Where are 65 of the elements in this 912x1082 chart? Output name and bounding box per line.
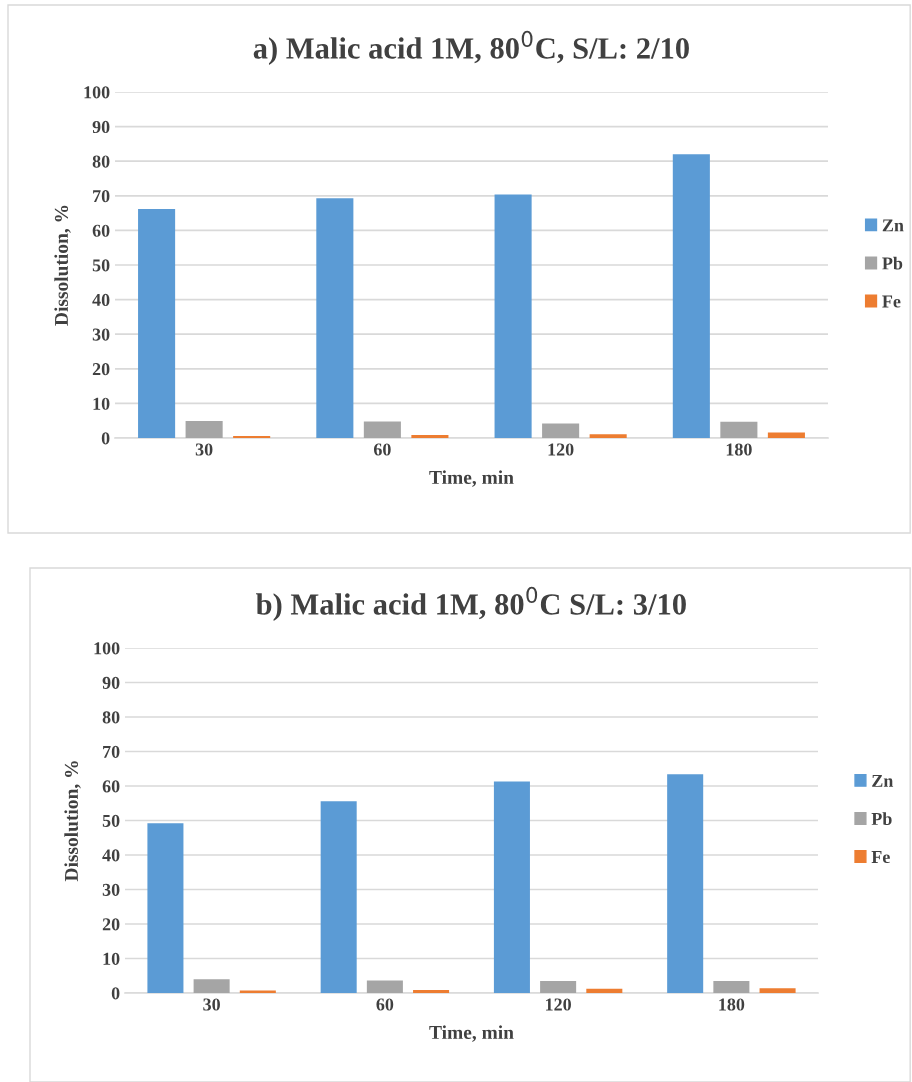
legend-label: Zn	[882, 219, 904, 232]
bar	[672, 154, 710, 438]
bar	[540, 980, 577, 993]
bar	[720, 421, 758, 438]
bar	[138, 208, 176, 438]
chart-title: b) Malic acid 1M, 80$^{0}$C S/L: 3/10	[256, 586, 686, 621]
y-tick-label: 90	[92, 120, 110, 134]
x-tick-label: 120	[546, 998, 571, 1011]
y-tick-label: 60	[92, 224, 110, 237]
x-tick-label: 180	[726, 443, 752, 456]
y-tick-label: 80	[102, 711, 120, 724]
y-tick-label: 30	[92, 328, 110, 341]
y-tick-label: 50	[92, 259, 110, 272]
bar	[493, 781, 530, 993]
bar	[185, 421, 223, 438]
y-tick-label: 50	[102, 814, 120, 827]
bar	[713, 980, 750, 993]
x-tick-label: 180	[719, 998, 745, 1011]
bar	[320, 801, 357, 993]
x-tick-label: 60	[376, 998, 394, 1011]
y-tick-label: 0	[101, 432, 110, 445]
bar	[363, 421, 401, 438]
bar	[494, 194, 532, 438]
x-axis-title: Time, min	[429, 470, 514, 487]
y-tick-label: 90	[102, 676, 120, 689]
y-tick-label: 40	[92, 293, 110, 307]
bar	[589, 434, 627, 438]
x-tick-label: 60	[373, 443, 391, 456]
legend-label: Fe	[871, 851, 890, 864]
y-tick-label: 60	[102, 780, 120, 793]
bar	[767, 432, 805, 438]
bar	[366, 980, 403, 993]
y-axis-title: Dissolution, %	[64, 761, 81, 882]
y-tick-label: 30	[102, 883, 120, 896]
x-tick-label: 120	[548, 443, 574, 456]
bar	[147, 823, 184, 993]
y-tick-label: 10	[103, 952, 120, 965]
y-axis-title: Dissolution, %	[54, 205, 71, 326]
bar	[411, 434, 449, 438]
bar	[586, 988, 623, 993]
bar	[542, 423, 580, 438]
bar	[413, 989, 450, 993]
y-tick-label: 0	[111, 987, 120, 1000]
chart-title: a) Malic acid 1M, 80$^{0}$C, S/L: 2/10	[253, 30, 689, 65]
bar	[233, 435, 271, 438]
y-tick-label: 20	[102, 918, 120, 931]
x-tick-label: 30	[203, 998, 220, 1011]
y-tick-label: 80	[92, 155, 110, 168]
legend-label: Pb	[871, 812, 892, 826]
legend-label: Fe	[882, 295, 901, 308]
y-tick-label: 100	[84, 86, 110, 99]
x-tick-label: 30	[195, 443, 213, 456]
y-tick-label: 10	[93, 397, 110, 410]
y-tick-label: 70	[103, 745, 120, 758]
y-tick-label: 100	[94, 642, 120, 655]
y-tick-label: 20	[92, 363, 110, 376]
y-tick-label: 70	[93, 190, 110, 203]
y-tick-label: 40	[102, 849, 120, 862]
bar	[193, 979, 230, 993]
legend-label: Pb	[882, 256, 903, 270]
legend-label: Zn	[872, 774, 894, 787]
bar	[316, 198, 354, 438]
bar	[759, 988, 796, 993]
bar	[667, 774, 704, 993]
x-axis-title: Time, min	[429, 1025, 514, 1042]
